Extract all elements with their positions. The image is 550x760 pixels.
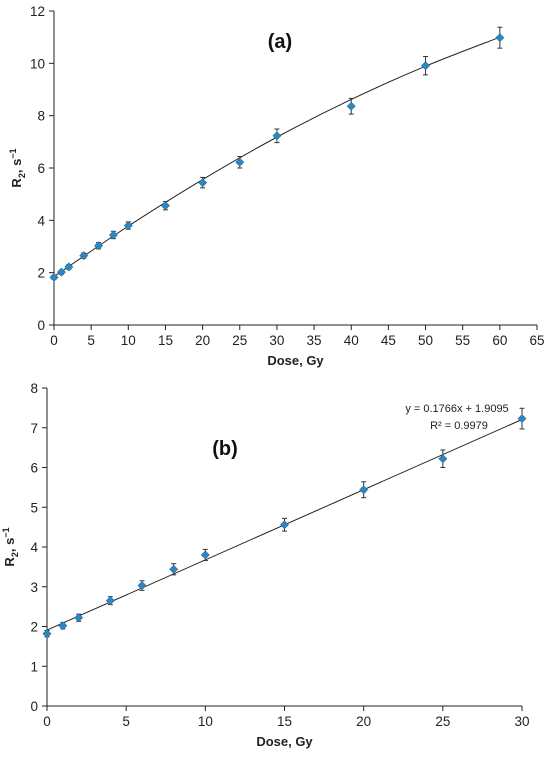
chart-0-panel-label: (a) <box>268 31 292 53</box>
chart-1-y-tick-label: 5 <box>30 500 38 515</box>
chart-0-x-tick-label: 55 <box>455 333 470 348</box>
chart-1-x-tick-label: 0 <box>43 714 51 729</box>
chart-1-r-squared: R² = 0.9979 <box>430 420 488 432</box>
chart-0-x-tick-label: 0 <box>50 333 58 348</box>
chart-1-y-tick-label: 0 <box>30 699 38 714</box>
chart-1-y-tick-label: 4 <box>30 540 38 555</box>
chart-0-data-point <box>346 101 356 111</box>
chart-0-x-tick-label: 20 <box>195 333 210 348</box>
chart-1-x-tick-label: 25 <box>435 714 450 729</box>
chart-1-x-tick-label: 20 <box>356 714 371 729</box>
chart-1-y-tick-label: 8 <box>30 381 38 396</box>
chart-0-x-tick-label: 10 <box>121 333 136 348</box>
chart-0-y-title-mid: , s <box>9 159 24 173</box>
chart-0-y-tick-label: 8 <box>37 109 45 124</box>
chart-1-data-point <box>517 414 527 424</box>
chart-1-y-title-mid: , s <box>2 538 17 552</box>
chart-1-data-point <box>200 550 210 560</box>
chart-0-data-point <box>49 272 59 282</box>
chart-0-y-tick-label: 12 <box>30 4 45 19</box>
chart-0-x-tick-label: 35 <box>307 333 322 348</box>
chart-0-y-tick-label: 6 <box>37 161 45 176</box>
chart-1-data-point <box>359 485 369 495</box>
chart-0-y-tick-label: 10 <box>30 56 45 71</box>
chart-0-trendline <box>53 36 501 278</box>
chart-0-x-tick-label: 40 <box>344 333 359 348</box>
chart-1-y-tick-label: 2 <box>30 620 38 635</box>
chart-0-data-point <box>198 178 208 188</box>
chart-a-svg: 0 5 10 15 20 25 30 35 40 45 50 55 60 65 0 2 4 6 8 10 12 Dose,… <box>8 4 545 368</box>
chart-0-x-tick-label: 50 <box>418 333 433 348</box>
chart-1-x-tick-label: 15 <box>277 714 292 729</box>
chart-0-x-tick-label: 5 <box>87 333 95 348</box>
chart-0-y-title-sup: −1 <box>8 148 18 158</box>
chart-panel-b: 0 5 10 15 20 25 30 0 1 2 3 4 5 6 7 8 Dose, Gy R2, s−1 (b) y… <box>0 380 550 760</box>
chart-1-y-tick-label: 6 <box>30 461 38 476</box>
chart-1-data-point <box>74 613 84 623</box>
chart-panel-a: 0 5 10 15 20 25 30 35 40 45 50 55 60 65 0 2 4 6 8 10 12 Dose,… <box>8 4 545 368</box>
chart-0-data-point <box>123 221 133 231</box>
chart-1-data-point <box>105 596 115 606</box>
chart-1-y-title-main: R <box>2 557 17 567</box>
chart-0-x-tick-label: 60 <box>492 333 507 348</box>
chart-1-data-point <box>137 581 147 591</box>
chart-1-data-point <box>279 520 290 530</box>
chart-1-x-axis-title: Dose, Gy <box>256 734 313 749</box>
chart-0-x-axis-title: Dose, Gy <box>267 353 324 368</box>
chart-1-y-tick-label: 3 <box>30 580 38 595</box>
chart-0-y-title-sub: 2 <box>17 173 27 178</box>
chart-1-y-title-sup: −1 <box>1 527 11 537</box>
chart-0-data-point <box>160 201 171 211</box>
chart-0-y-tick-label: 2 <box>37 266 45 281</box>
chart-0-data-point <box>64 262 74 272</box>
chart-1-x-tick-label: 30 <box>514 714 529 729</box>
chart-0-y-tick-label: 0 <box>37 318 45 333</box>
chart-1-y-tick-label: 1 <box>30 659 38 674</box>
chart-1-x-tick-label: 10 <box>198 714 213 729</box>
chart-1-y-axis-title: R2, s−1 <box>1 527 20 566</box>
chart-1-y-title-sub: 2 <box>10 552 20 557</box>
chart-0-x-tick-label: 30 <box>269 333 284 348</box>
chart-1-data-point <box>42 629 52 639</box>
chart-0-data-point <box>108 230 118 240</box>
chart-0-x-tick-label: 25 <box>232 333 247 348</box>
chart-1-data-point <box>58 621 68 631</box>
chart-0-data-point <box>94 241 104 251</box>
chart-1-panel-label: (b) <box>212 438 238 460</box>
chart-0-x-tick-label: 65 <box>529 333 544 348</box>
chart-1-equation: y = 0.1766x + 1.9095 <box>405 403 508 415</box>
chart-0-data-point <box>56 267 66 277</box>
chart-0-x-tick-label: 45 <box>381 333 396 348</box>
chart-1-data-point <box>438 454 448 464</box>
chart-1-y-tick-label: 7 <box>30 421 38 436</box>
chart-0-data-point <box>420 61 431 71</box>
chart-0-data-point <box>272 131 282 141</box>
chart-1-x-tick-label: 5 <box>122 714 130 729</box>
chart-0-x-tick-label: 15 <box>158 333 173 348</box>
chart-0-data-point <box>79 251 89 261</box>
chart-0-y-axis-title: R2, s−1 <box>8 148 27 187</box>
chart-0-data-point <box>235 157 245 167</box>
chart-1-data-point <box>169 564 179 574</box>
chart-0-y-tick-label: 4 <box>37 213 45 228</box>
chart-0-data-point <box>495 33 505 43</box>
chart-0-y-title-main: R <box>9 178 24 188</box>
